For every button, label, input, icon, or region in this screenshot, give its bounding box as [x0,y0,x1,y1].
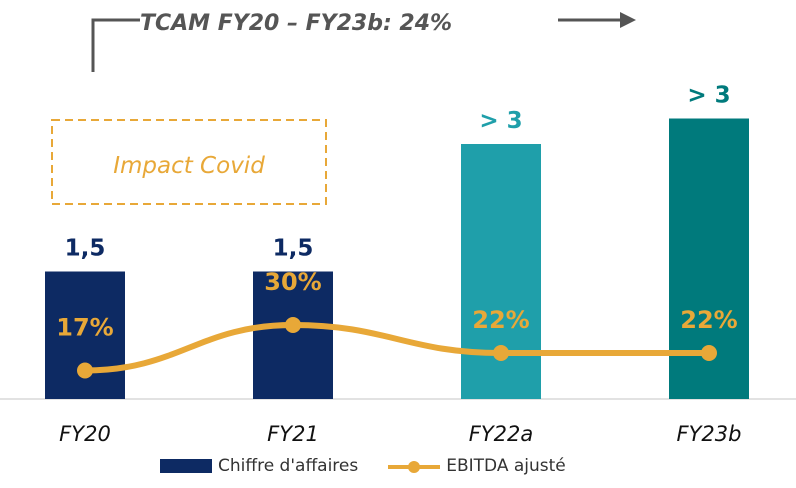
legend-swatch-line [388,457,441,475]
legend-item-ebitda: EBITDA ajusté [358,456,566,476]
x-tick-label: FY21 [267,422,319,446]
cagr-bracket [91,18,140,72]
ebitda-line [82,321,712,374]
bar-value-label: > 3 [479,108,522,134]
bar-fy21 [253,271,333,399]
legend-label-ebitda: EBITDA ajusté [446,456,566,476]
ebitda-value-label: 17% [56,314,113,342]
ebitda-point [701,345,717,361]
legend-item-revenue: Chiffre d'affaires [160,456,358,476]
cagr-label: TCAM FY20 – FY23b: 24% [140,11,452,36]
legend-label-revenue: Chiffre d'affaires [218,456,359,476]
x-tick-label: FY22a [469,422,534,446]
ebitda-value-label: 22% [472,306,529,334]
covid-label: Impact Covid [113,153,265,179]
covid-box [51,119,327,205]
bar-value-label: 1,5 [273,236,314,262]
ebitda-point [493,345,509,361]
legend-swatch-bar [160,459,212,473]
bar-value-label: 1,5 [65,236,106,262]
ebitda-value-label: 22% [680,306,737,334]
cagr-arrow-head [620,12,636,28]
x-tick-label: FY20 [59,422,111,446]
ebitda-value-label: 30% [264,268,321,296]
legend: Chiffre d'affaires EBITDA ajusté [160,452,566,480]
ebitda-point [285,317,301,333]
x-tick-label: FY23b [677,422,742,446]
bar-value-label: > 3 [687,83,730,109]
ebitda-point [77,362,93,379]
